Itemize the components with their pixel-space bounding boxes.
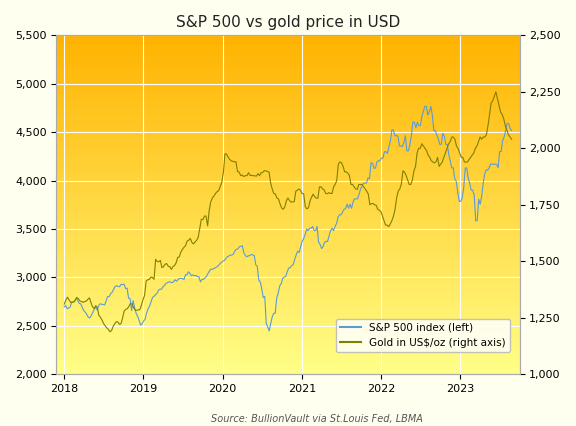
Legend: S&P 500 index (left), Gold in US$/oz (right axis): S&P 500 index (left), Gold in US$/oz (ri… bbox=[336, 319, 510, 352]
Title: S&P 500 vs gold price in USD: S&P 500 vs gold price in USD bbox=[176, 15, 400, 30]
Text: Source: BullionVault via St.Louis Fed, LBMA: Source: BullionVault via St.Louis Fed, L… bbox=[211, 414, 423, 424]
